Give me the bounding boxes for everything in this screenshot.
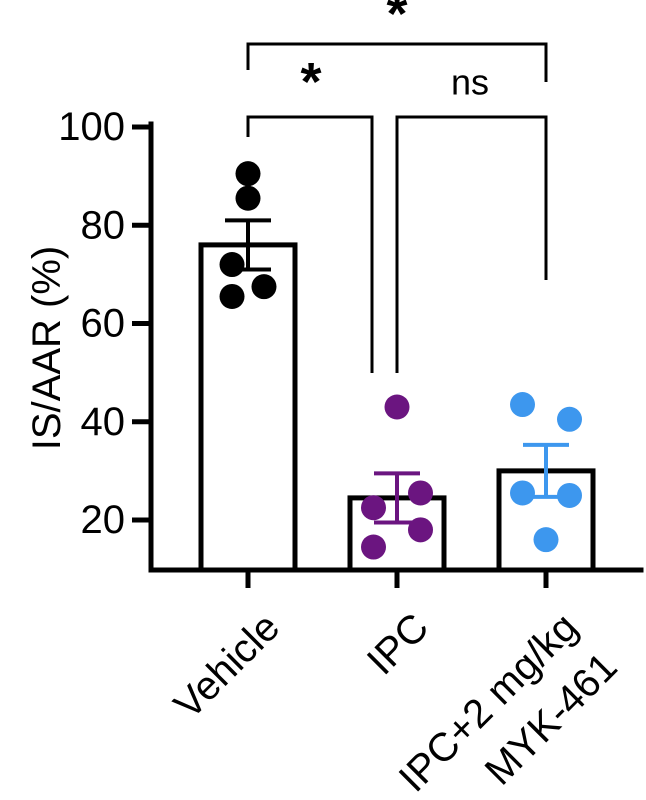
- significance-label: *: [386, 0, 407, 44]
- data-point: [219, 283, 245, 309]
- bar: [198, 242, 298, 573]
- data-point: [510, 480, 535, 506]
- data-point: [235, 185, 261, 211]
- data-point: [235, 161, 261, 187]
- data-point: [533, 527, 559, 553]
- y-tick-label: 100: [58, 105, 125, 149]
- x-tick-label-line: IPC: [359, 605, 437, 683]
- data-point: [361, 534, 386, 560]
- significance-bracket: [395, 115, 548, 373]
- y-axis-label: IS/AAR (%): [25, 246, 69, 450]
- data-point: [361, 495, 386, 521]
- data-points: [219, 161, 582, 560]
- data-point: [510, 392, 535, 418]
- significance-label: ns: [451, 62, 489, 103]
- data-point: [251, 274, 277, 300]
- x-tick-label: Vehicle: [166, 605, 288, 727]
- y-tick-label: 60: [81, 302, 126, 346]
- y-tick-label: 40: [81, 400, 126, 444]
- significance-bracket: [246, 115, 374, 373]
- data-point: [408, 517, 433, 543]
- y-tick-label: 20: [81, 498, 126, 542]
- x-tick-label: IPC: [359, 605, 437, 683]
- significance-bracket: [246, 42, 548, 82]
- significance-label: *: [300, 52, 321, 112]
- data-point: [557, 406, 582, 432]
- data-point: [557, 482, 582, 508]
- y-tick-label: 80: [81, 203, 126, 247]
- data-point: [384, 394, 410, 420]
- x-tick-label-line: Vehicle: [166, 605, 288, 727]
- data-point: [408, 480, 433, 506]
- significance-brackets: * * ns: [246, 0, 548, 373]
- data-point: [219, 252, 245, 278]
